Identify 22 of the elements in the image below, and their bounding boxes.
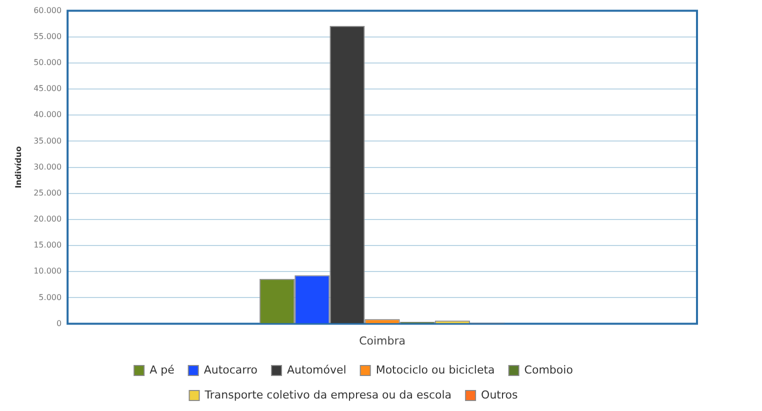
- legend-label: Comboio: [524, 363, 574, 376]
- legend-label: Automóvel: [287, 363, 346, 376]
- y-tick-label: 20.000: [34, 214, 62, 224]
- y-tick-label: 35.000: [34, 136, 62, 146]
- legend-label: Autocarro: [204, 363, 258, 376]
- legend-label: A pé: [150, 363, 175, 376]
- legend-label: Motociclo ou bicicleta: [376, 363, 495, 376]
- y-tick-label: 40.000: [34, 110, 62, 120]
- y-tick-label: 25.000: [34, 188, 62, 198]
- y-tick-label: 5.000: [38, 292, 62, 302]
- y-tick-label: 10.000: [34, 266, 62, 276]
- legend-label: Outros: [481, 388, 518, 402]
- y-axis-title: Indivíduo: [14, 146, 23, 188]
- y-tick-label: 55.000: [34, 32, 62, 41]
- y-tick-label: 15.000: [34, 240, 62, 250]
- y-tick-label: 0: [56, 318, 62, 328]
- y-tick-label: 30.000: [34, 162, 62, 172]
- y-tick-label: 60.000: [34, 6, 62, 15]
- x-tick-label: Coimbra: [359, 334, 406, 348]
- y-tick-label: 50.000: [34, 58, 62, 68]
- legend-label: Transporte coletivo da empresa ou da escola: [204, 388, 452, 402]
- y-tick-label: 45.000: [34, 84, 62, 94]
